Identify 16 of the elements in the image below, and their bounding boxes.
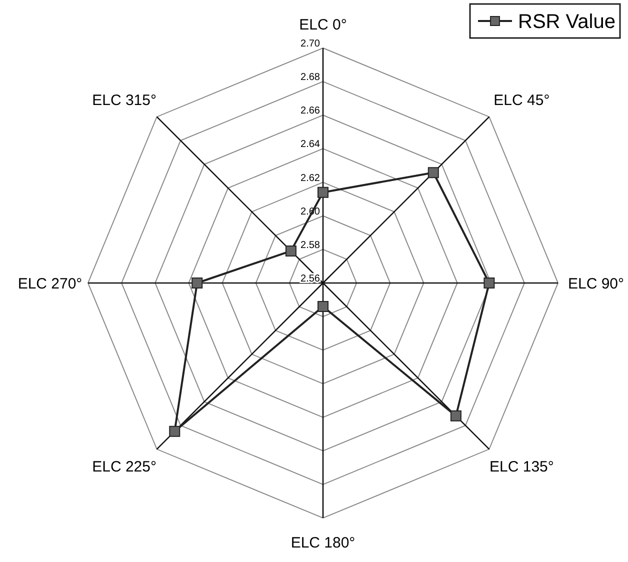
spoke-label: ELC 315°: [92, 92, 156, 110]
y-tick-label: 2.66: [300, 106, 320, 117]
spoke-label: ELC 135°: [490, 458, 554, 476]
y-tick-label: 2.62: [300, 172, 320, 184]
legend-label: RSR Value: [518, 11, 616, 33]
spoke-label: ELC 45°: [494, 92, 550, 110]
spoke-label: ELC 180°: [290, 534, 356, 552]
spoke-label: ELC 270°: [18, 275, 82, 292]
y-tick-label: 2.64: [300, 139, 320, 150]
y-tick-label: 2.58: [300, 240, 320, 251]
spoke-label: ELC 90°: [568, 275, 624, 292]
y-tick-label: 2.70: [300, 38, 320, 50]
y-tick-label: 2.56: [300, 274, 320, 284]
y-tick-label: 2.68: [300, 72, 320, 84]
spoke-label: ELC 0°: [299, 16, 347, 34]
spoke-label: ELC 225°: [92, 458, 156, 476]
